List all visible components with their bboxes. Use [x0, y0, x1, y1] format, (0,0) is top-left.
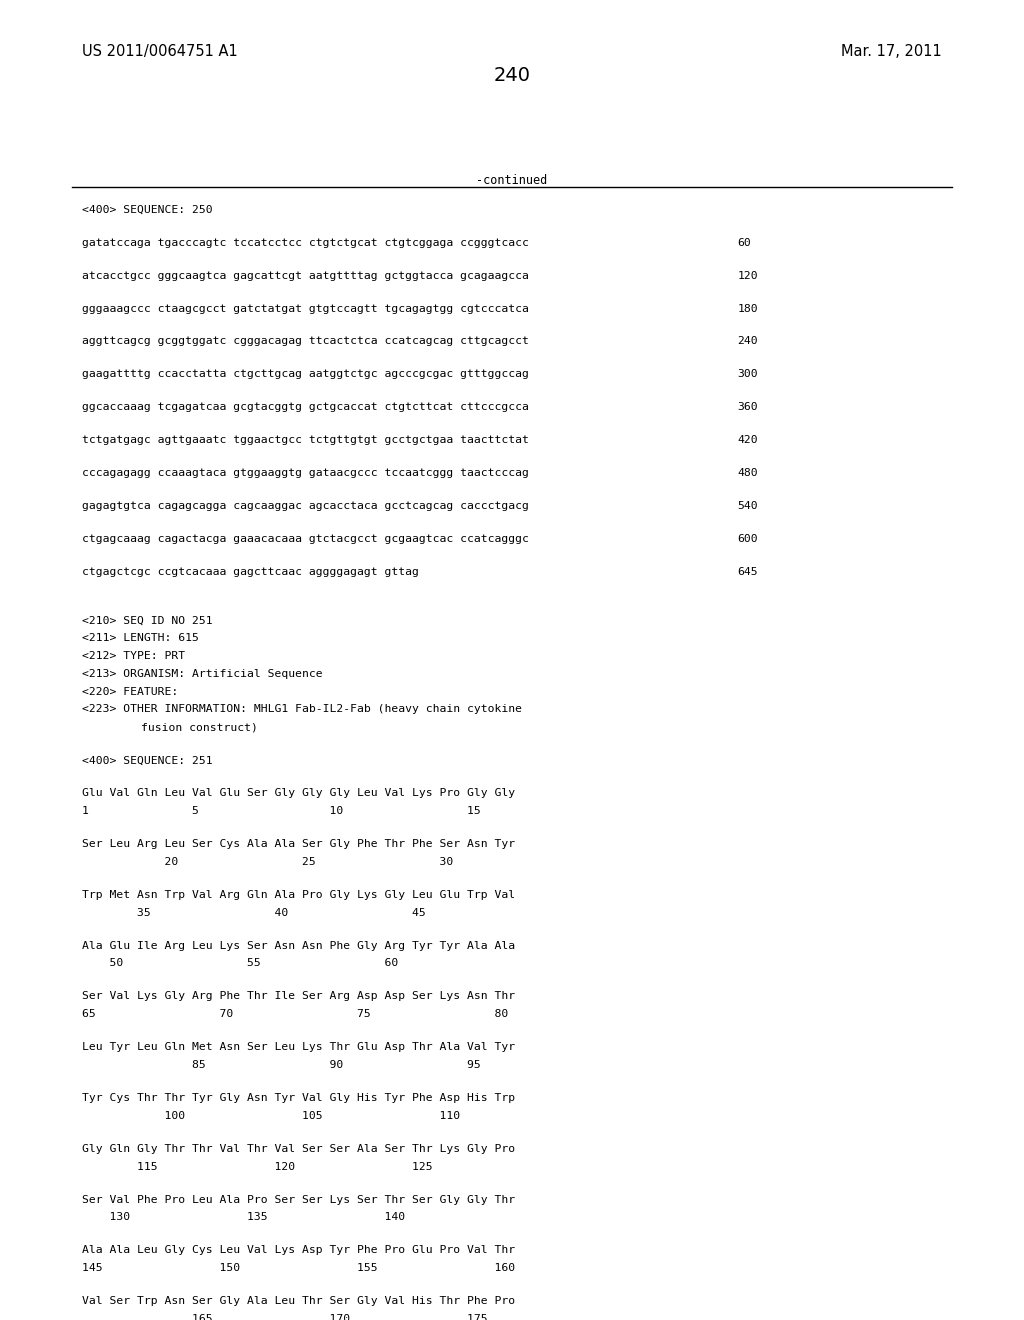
- Text: 360: 360: [737, 403, 758, 412]
- Text: 420: 420: [737, 436, 758, 445]
- Text: US 2011/0064751 A1: US 2011/0064751 A1: [82, 44, 238, 58]
- Text: gggaaagccc ctaagcgcct gatctatgat gtgtccagtt tgcagagtgg cgtcccatca: gggaaagccc ctaagcgcct gatctatgat gtgtcca…: [82, 304, 528, 314]
- Text: 300: 300: [737, 370, 758, 379]
- Text: Ala Glu Ile Arg Leu Lys Ser Asn Asn Phe Gly Arg Tyr Tyr Ala Ala: Ala Glu Ile Arg Leu Lys Ser Asn Asn Phe …: [82, 941, 515, 950]
- Text: cccagagagg ccaaagtaca gtggaaggtg gataacgccc tccaatcggg taactcccag: cccagagagg ccaaagtaca gtggaaggtg gataacg…: [82, 469, 528, 478]
- Text: 145                 150                 155                 160: 145 150 155 160: [82, 1263, 515, 1272]
- Text: ctgagctcgc ccgtcacaaa gagcttcaac aggggagagt gttag: ctgagctcgc ccgtcacaaa gagcttcaac aggggag…: [82, 568, 419, 577]
- Text: 120: 120: [737, 271, 758, 281]
- Text: Ser Leu Arg Leu Ser Cys Ala Ala Ser Gly Phe Thr Phe Ser Asn Tyr: Ser Leu Arg Leu Ser Cys Ala Ala Ser Gly …: [82, 840, 515, 849]
- Text: 130                 135                 140: 130 135 140: [82, 1212, 406, 1222]
- Text: Trp Met Asn Trp Val Arg Gln Ala Pro Gly Lys Gly Leu Glu Trp Val: Trp Met Asn Trp Val Arg Gln Ala Pro Gly …: [82, 890, 515, 900]
- Text: 180: 180: [737, 304, 758, 314]
- Text: 100                 105                 110: 100 105 110: [82, 1110, 460, 1121]
- Text: Gly Gln Gly Thr Thr Val Thr Val Ser Ser Ala Ser Thr Lys Gly Pro: Gly Gln Gly Thr Thr Val Thr Val Ser Ser …: [82, 1143, 515, 1154]
- Text: Mar. 17, 2011: Mar. 17, 2011: [842, 44, 942, 58]
- Text: ggcaccaaag tcgagatcaa gcgtacggtg gctgcaccat ctgtcttcat cttcccgcca: ggcaccaaag tcgagatcaa gcgtacggtg gctgcac…: [82, 403, 528, 412]
- Text: <213> ORGANISM: Artificial Sequence: <213> ORGANISM: Artificial Sequence: [82, 669, 323, 678]
- Text: -continued: -continued: [476, 174, 548, 187]
- Text: 600: 600: [737, 535, 758, 544]
- Text: 50                  55                  60: 50 55 60: [82, 958, 398, 969]
- Text: <212> TYPE: PRT: <212> TYPE: PRT: [82, 651, 185, 661]
- Text: 645: 645: [737, 568, 758, 577]
- Text: 65                  70                  75                  80: 65 70 75 80: [82, 1010, 508, 1019]
- Text: Tyr Cys Thr Thr Tyr Gly Asn Tyr Val Gly His Tyr Phe Asp His Trp: Tyr Cys Thr Thr Tyr Gly Asn Tyr Val Gly …: [82, 1093, 515, 1104]
- Text: 540: 540: [737, 502, 758, 511]
- Text: gaagattttg ccacctatta ctgcttgcag aatggtctgc agcccgcgac gtttggccag: gaagattttg ccacctatta ctgcttgcag aatggtc…: [82, 370, 528, 379]
- Text: 115                 120                 125: 115 120 125: [82, 1162, 432, 1172]
- Text: Ser Val Phe Pro Leu Ala Pro Ser Ser Lys Ser Thr Ser Gly Gly Thr: Ser Val Phe Pro Leu Ala Pro Ser Ser Lys …: [82, 1195, 515, 1205]
- Text: Leu Tyr Leu Gln Met Asn Ser Leu Lys Thr Glu Asp Thr Ala Val Tyr: Leu Tyr Leu Gln Met Asn Ser Leu Lys Thr …: [82, 1041, 515, 1052]
- Text: Val Ser Trp Asn Ser Gly Ala Leu Thr Ser Gly Val His Thr Phe Pro: Val Ser Trp Asn Ser Gly Ala Leu Thr Ser …: [82, 1296, 515, 1305]
- Text: <223> OTHER INFORMATION: MHLG1 Fab-IL2-Fab (heavy chain cytokine: <223> OTHER INFORMATION: MHLG1 Fab-IL2-F…: [82, 705, 522, 714]
- Text: 240: 240: [737, 337, 758, 346]
- Text: Glu Val Gln Leu Val Glu Ser Gly Gly Gly Leu Val Lys Pro Gly Gly: Glu Val Gln Leu Val Glu Ser Gly Gly Gly …: [82, 788, 515, 799]
- Text: <210> SEQ ID NO 251: <210> SEQ ID NO 251: [82, 615, 213, 626]
- Text: gagagtgtca cagagcagga cagcaaggac agcacctaca gcctcagcag caccctgacg: gagagtgtca cagagcagga cagcaaggac agcacct…: [82, 502, 528, 511]
- Text: 240: 240: [494, 66, 530, 84]
- Text: <400> SEQUENCE: 250: <400> SEQUENCE: 250: [82, 205, 213, 215]
- Text: fusion construct): fusion construct): [141, 722, 258, 733]
- Text: Ala Ala Leu Gly Cys Leu Val Lys Asp Tyr Phe Pro Glu Pro Val Thr: Ala Ala Leu Gly Cys Leu Val Lys Asp Tyr …: [82, 1245, 515, 1255]
- Text: 85                  90                  95: 85 90 95: [82, 1060, 480, 1071]
- Text: Ser Val Lys Gly Arg Phe Thr Ile Ser Arg Asp Asp Ser Lys Asn Thr: Ser Val Lys Gly Arg Phe Thr Ile Ser Arg …: [82, 991, 515, 1002]
- Text: tctgatgagc agttgaaatc tggaactgcc tctgttgtgt gcctgctgaa taacttctat: tctgatgagc agttgaaatc tggaactgcc tctgttg…: [82, 436, 528, 445]
- Text: 60: 60: [737, 238, 751, 248]
- Text: 20                  25                  30: 20 25 30: [82, 857, 454, 867]
- Text: gatatccaga tgacccagtc tccatcctcc ctgtctgcat ctgtcggaga ccgggtcacc: gatatccaga tgacccagtc tccatcctcc ctgtctg…: [82, 238, 528, 248]
- Text: 1               5                   10                  15: 1 5 10 15: [82, 807, 480, 816]
- Text: ctgagcaaag cagactacga gaaacacaaa gtctacgcct gcgaagtcac ccatcagggc: ctgagcaaag cagactacga gaaacacaaa gtctacg…: [82, 535, 528, 544]
- Text: <220> FEATURE:: <220> FEATURE:: [82, 686, 178, 697]
- Text: 165                 170                 175: 165 170 175: [82, 1313, 487, 1320]
- Text: 35                  40                  45: 35 40 45: [82, 908, 426, 917]
- Text: <211> LENGTH: 615: <211> LENGTH: 615: [82, 634, 199, 643]
- Text: aggttcagcg gcggtggatc cgggacagag ttcactctca ccatcagcag cttgcagcct: aggttcagcg gcggtggatc cgggacagag ttcactc…: [82, 337, 528, 346]
- Text: <400> SEQUENCE: 251: <400> SEQUENCE: 251: [82, 755, 213, 766]
- Text: atcacctgcc gggcaagtca gagcattcgt aatgttttag gctggtacca gcagaagcca: atcacctgcc gggcaagtca gagcattcgt aatgttt…: [82, 271, 528, 281]
- Text: 480: 480: [737, 469, 758, 478]
